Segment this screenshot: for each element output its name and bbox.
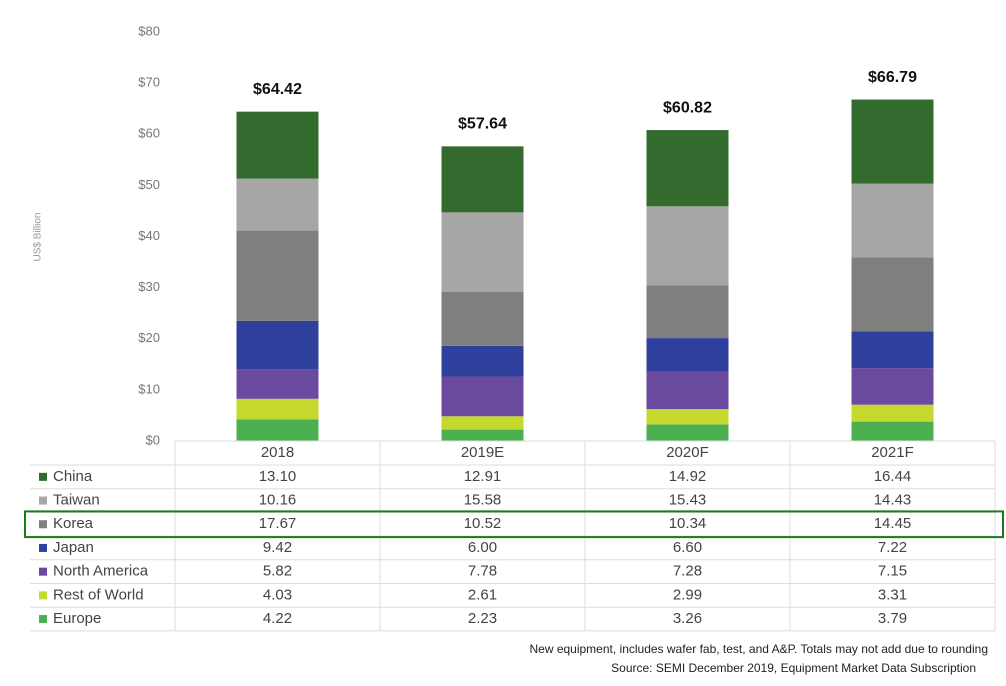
bar-segment [441,345,524,377]
table-cell: 10.16 [259,492,297,509]
table-cell: 14.45 [874,515,912,532]
legend-swatch [39,567,47,576]
total-label: $66.79 [868,69,917,86]
legend-label: North America [53,563,149,580]
legend-swatch [39,472,47,481]
legend-label: Japan [53,539,94,556]
y-tick-label: $80 [138,23,160,38]
table-cell: 6.00 [468,539,497,556]
y-tick-label: $50 [138,177,160,192]
bar-segment [646,206,729,286]
bar-segment [236,111,319,179]
table-cell: 5.82 [263,563,292,580]
legend-label: Europe [53,610,101,627]
legend-swatch [39,591,47,600]
bar-segment [236,230,319,321]
table-cell: 7.15 [878,563,907,580]
bar-segment [441,292,524,346]
table-cell: 14.43 [874,492,912,509]
legend-label: Rest of World [53,586,144,603]
bar-segment [236,320,319,370]
legend-swatch [39,615,47,624]
legend-label: Korea [53,515,94,532]
table-cell: 6.60 [673,539,702,556]
x-tick-label: 2018 [261,444,294,461]
table-cell: 2.61 [468,586,497,603]
total-label: $60.82 [663,99,712,116]
table-cell: 2.23 [468,610,497,627]
note: Source: SEMI December 2019, Equipment Ma… [611,661,976,675]
table-cell: 4.03 [263,586,292,603]
table-cell: 15.43 [669,492,707,509]
y-tick-label: $70 [138,75,160,90]
table-cell: 2.99 [673,586,702,603]
bar-segment [236,419,319,441]
table-cell: 3.26 [673,610,702,627]
highlight-box [24,510,1004,539]
bar-segment [851,99,934,184]
bar-segment [236,178,319,231]
table-cell: 3.79 [878,610,907,627]
y-tick-label: $40 [138,228,160,243]
bar-segment [646,371,729,410]
bar-segment [441,416,524,430]
legend-label: China [53,468,93,485]
legend-swatch [39,543,47,552]
bar-segment [441,212,524,293]
bar-segment [851,404,934,422]
table-cell: 15.58 [464,492,502,509]
table-cell: 10.52 [464,515,502,532]
table-cell: 7.22 [878,539,907,556]
legend-swatch [39,520,47,529]
table-cell: 4.22 [263,610,292,627]
bar-segment [236,398,319,420]
table-cell: 9.42 [263,539,292,556]
y-tick-label: $20 [138,330,160,345]
x-tick-label: 2021F [871,444,914,461]
bar-segment [441,376,524,417]
y-tick-label: $0 [146,432,160,447]
x-tick-label: 2019E [461,444,504,461]
bar-segment [851,421,934,441]
y-tick-label: $10 [138,381,160,396]
y-axis-label: US$ Billion [33,213,44,262]
bar-segment [851,183,934,258]
table-cell: 17.67 [259,515,297,532]
table-cell: 13.10 [259,468,297,485]
bar-segment [646,338,729,372]
bar-segment [441,429,524,441]
x-tick-label: 2020F [666,444,709,461]
bar-segment [646,285,729,339]
table-cell: 7.28 [673,563,702,580]
table-cell: 10.34 [669,515,707,532]
bar-segment [441,146,524,213]
table-cell: 12.91 [464,468,502,485]
bar-segment [646,130,729,207]
table-cell: 14.92 [669,468,707,485]
bar-segment [851,257,934,332]
y-tick-label: $30 [138,279,160,294]
bar-segment [851,368,934,405]
table-cell: 16.44 [874,468,912,485]
legend-swatch [39,496,47,505]
bar-segment [646,409,729,425]
table-cell: 3.31 [878,586,907,603]
bar-segment [236,369,319,399]
legend-label: Taiwan [53,492,100,509]
note: New equipment, includes wafer fab, test,… [529,642,988,656]
total-label: $64.42 [253,81,302,98]
total-label: $57.64 [458,116,507,133]
bar-segment [851,331,934,369]
bar-segment [646,424,729,441]
table-cell: 7.78 [468,563,497,580]
y-tick-label: $60 [138,126,160,141]
